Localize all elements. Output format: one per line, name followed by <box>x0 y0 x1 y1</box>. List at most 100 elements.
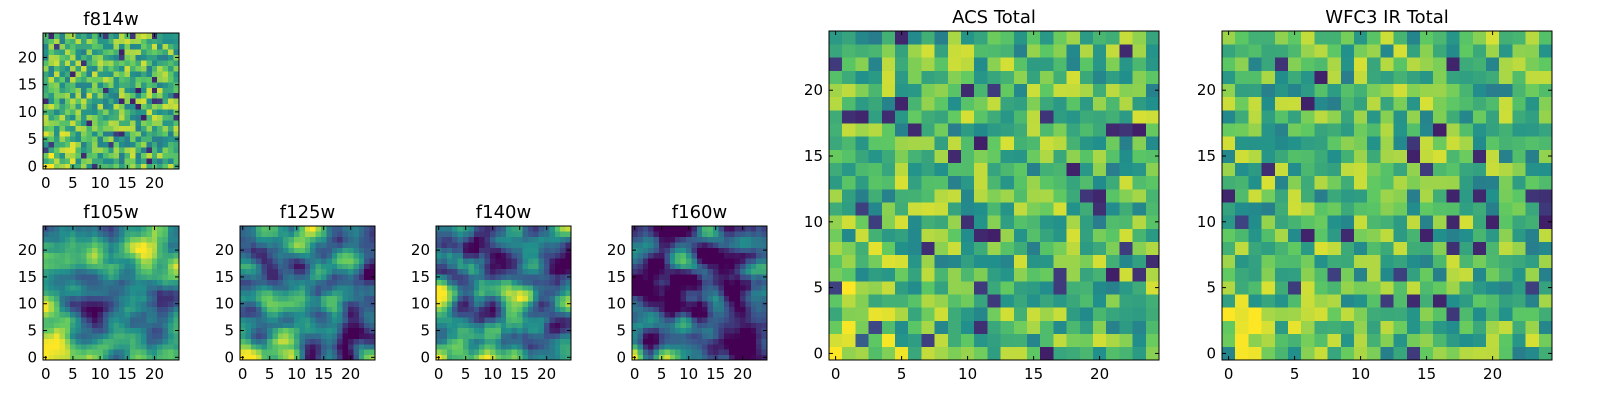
heatmap-cell <box>135 274 142 280</box>
heatmap-cell <box>256 349 262 355</box>
heatmap-cell <box>267 301 273 307</box>
heatmap-cell <box>934 57 949 71</box>
heatmap-cell <box>124 98 131 105</box>
heatmap-cell <box>53 274 60 280</box>
heatmap-cell <box>527 317 534 323</box>
heatmap-cell <box>686 242 692 248</box>
heatmap-cell <box>1393 123 1408 137</box>
heatmap-cell <box>75 103 82 110</box>
heatmap-cell <box>1486 281 1500 295</box>
heatmap-cell <box>299 333 306 339</box>
heatmap-cell <box>1106 175 1120 190</box>
heatmap-cell <box>702 306 708 313</box>
heatmap-cell <box>70 338 76 345</box>
heatmap-cell <box>680 327 687 334</box>
heatmap-cell <box>691 279 698 286</box>
heatmap-cell <box>91 279 98 286</box>
heatmap-cell <box>463 306 469 313</box>
heatmap-cell <box>669 236 676 243</box>
heatmap-cell <box>1393 294 1408 308</box>
heatmap-cell <box>53 242 60 248</box>
heatmap-cell <box>511 242 518 248</box>
heatmap-cell <box>331 252 338 259</box>
heatmap-cell <box>256 226 262 232</box>
heatmap-cell <box>130 268 136 275</box>
heatmap-cell <box>53 49 60 56</box>
heatmap-cell <box>745 317 752 323</box>
y-tick-label: 0 <box>27 348 37 366</box>
heatmap-cell <box>91 152 98 159</box>
heatmap-cell <box>1354 294 1368 308</box>
heatmap-cell <box>868 57 883 71</box>
heatmap-cell <box>653 236 660 243</box>
heatmap-cell <box>102 76 109 83</box>
heatmap-cell <box>64 284 71 291</box>
heatmap-cell <box>1000 346 1015 361</box>
heatmap-cell <box>157 43 164 50</box>
heatmap-cell <box>452 354 458 361</box>
heatmap-cell <box>245 354 252 361</box>
heatmap-cell <box>1145 123 1160 137</box>
heatmap-cell <box>261 258 268 264</box>
heatmap-cell <box>151 158 158 164</box>
heatmap-cell <box>446 252 453 259</box>
heatmap-cell <box>1538 320 1553 335</box>
heatmap-cell <box>124 343 131 350</box>
heatmap-cell <box>522 295 529 302</box>
heatmap-cell <box>1446 123 1460 137</box>
y-tick-label: 20 <box>18 48 37 66</box>
heatmap-cell <box>554 247 561 254</box>
heatmap-cell <box>261 295 268 302</box>
heatmap-cell <box>267 295 273 302</box>
heatmap-cell <box>299 327 306 334</box>
heatmap-cell <box>1406 241 1421 256</box>
heatmap-cell <box>1027 70 1041 84</box>
heatmap-cell <box>272 343 279 350</box>
heatmap-cell <box>490 279 496 286</box>
heatmap-cell <box>140 125 147 132</box>
heatmap-cell <box>702 301 708 307</box>
heatmap-cell <box>53 76 60 83</box>
heatmap-cell <box>1486 44 1500 58</box>
heatmap-cell <box>707 247 714 254</box>
heatmap-cell <box>277 268 284 275</box>
heatmap-cell <box>102 141 109 148</box>
heatmap-cell <box>108 158 115 164</box>
heatmap-cell <box>59 231 66 238</box>
heatmap-cell <box>473 263 480 270</box>
heatmap-cell <box>304 322 311 329</box>
heatmap-cell <box>108 141 115 148</box>
heatmap-cell <box>151 301 158 307</box>
heatmap-cell <box>108 43 115 50</box>
heatmap-cell <box>102 71 109 77</box>
heatmap-cell <box>64 141 71 148</box>
heatmap-cell <box>53 263 60 270</box>
heatmap-cell <box>119 322 125 329</box>
heatmap-cell <box>740 263 746 270</box>
heatmap-cell <box>479 338 485 345</box>
heatmap-cell <box>855 57 869 71</box>
heatmap-cell <box>1327 109 1342 124</box>
heatmap-cell <box>1406 175 1421 190</box>
heatmap-cell <box>761 317 768 323</box>
heatmap-cell <box>1066 57 1081 71</box>
heatmap-cell <box>342 301 349 307</box>
heatmap-cell <box>86 284 93 291</box>
heatmap-cell <box>321 327 327 334</box>
heatmap-cell <box>1538 44 1553 58</box>
heatmap-cell <box>91 38 98 45</box>
heatmap-cell <box>560 317 566 323</box>
heatmap-cell <box>517 231 523 238</box>
heatmap-cell <box>81 81 87 88</box>
heatmap-cell <box>102 274 109 280</box>
heatmap-cell <box>1499 162 1513 177</box>
heatmap-cell <box>1132 123 1147 137</box>
heatmap-cell <box>315 306 322 313</box>
heatmap-cell <box>895 228 909 242</box>
heatmap-cell <box>81 333 87 339</box>
heatmap-cell <box>1053 294 1067 308</box>
heatmap-cell <box>549 279 556 286</box>
heatmap-cell <box>961 294 975 308</box>
heatmap-cell <box>245 311 252 318</box>
heatmap-cell <box>484 236 491 243</box>
